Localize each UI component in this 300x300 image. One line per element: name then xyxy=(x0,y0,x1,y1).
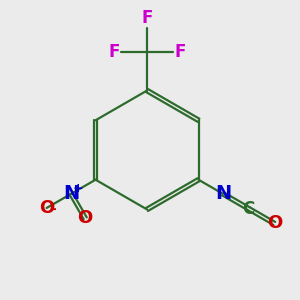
Text: N: N xyxy=(215,184,231,203)
Text: O: O xyxy=(267,214,282,232)
Text: C: C xyxy=(242,200,255,218)
Text: O: O xyxy=(78,209,93,227)
Text: F: F xyxy=(141,9,153,27)
Text: +: + xyxy=(72,182,83,195)
Text: -: - xyxy=(50,202,56,216)
Text: N: N xyxy=(63,184,79,203)
Text: F: F xyxy=(175,43,186,61)
Text: F: F xyxy=(108,43,119,61)
Text: O: O xyxy=(39,199,54,217)
